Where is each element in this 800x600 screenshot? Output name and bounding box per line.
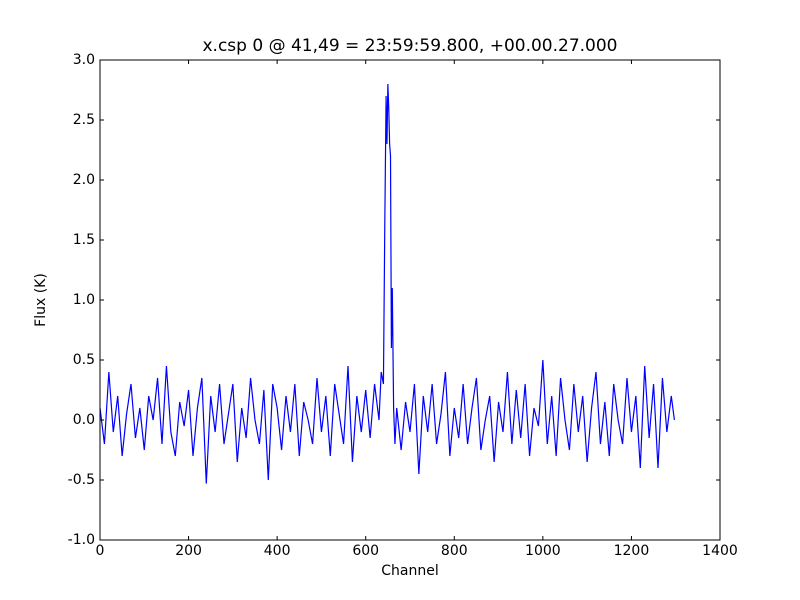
- y-tick-label: 0.0: [73, 412, 95, 428]
- y-tick-label: -1.0: [68, 532, 95, 548]
- x-axis-label: Channel: [381, 563, 438, 579]
- y-tick-label: -0.5: [68, 472, 95, 488]
- x-tick-label: 0: [96, 543, 105, 559]
- x-tick-label: 1000: [525, 543, 561, 559]
- y-tick-label: 0.5: [73, 352, 95, 368]
- x-tick-label: 400: [264, 543, 291, 559]
- y-tick-label: 2.0: [73, 172, 95, 188]
- chart-title: x.csp 0 @ 41,49 = 23:59:59.800, +00.00.2…: [202, 36, 617, 56]
- y-tick-label: 2.5: [73, 112, 95, 128]
- x-tick-label: 1400: [702, 543, 738, 559]
- y-tick-label: 1.0: [73, 292, 95, 308]
- y-tick-label: 3.0: [73, 52, 95, 68]
- x-tick-label: 800: [441, 543, 468, 559]
- data-line: [99, 83, 675, 484]
- x-tick-label: 600: [352, 543, 379, 559]
- y-axis-label: Flux (K): [33, 273, 49, 327]
- x-tick-label: 1200: [614, 543, 650, 559]
- y-tick-label: 1.5: [73, 232, 95, 248]
- x-tick-label: 200: [175, 543, 202, 559]
